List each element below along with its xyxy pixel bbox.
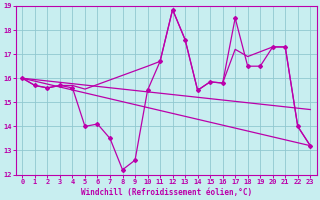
X-axis label: Windchill (Refroidissement éolien,°C): Windchill (Refroidissement éolien,°C)	[81, 188, 252, 197]
